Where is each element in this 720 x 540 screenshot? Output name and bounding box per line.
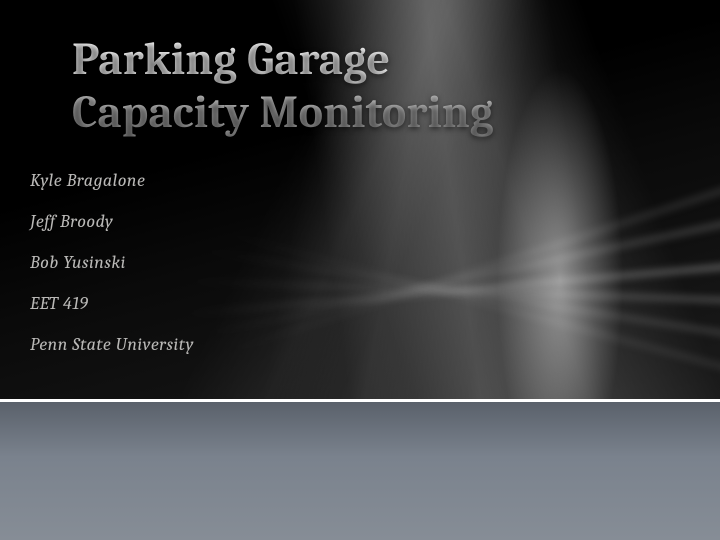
slide: Parking Garage Capacity Monitoring Kyle … [0, 0, 720, 540]
author-line: Penn State University [30, 334, 194, 355]
slide-title: Parking Garage Capacity Monitoring [72, 34, 493, 140]
author-line: Bob Yusinski [30, 252, 194, 273]
slide-title-line2: Capacity Monitoring [72, 86, 493, 139]
authors-block: Kyle Bragalone Jeff Broody Bob Yusinski … [30, 170, 194, 375]
author-line: EET 419 [30, 293, 194, 314]
slide-title-line1: Parking Garage [72, 33, 390, 86]
slide-lower-background [0, 402, 720, 540]
author-line: Kyle Bragalone [30, 170, 194, 191]
author-line: Jeff Broody [30, 211, 194, 232]
